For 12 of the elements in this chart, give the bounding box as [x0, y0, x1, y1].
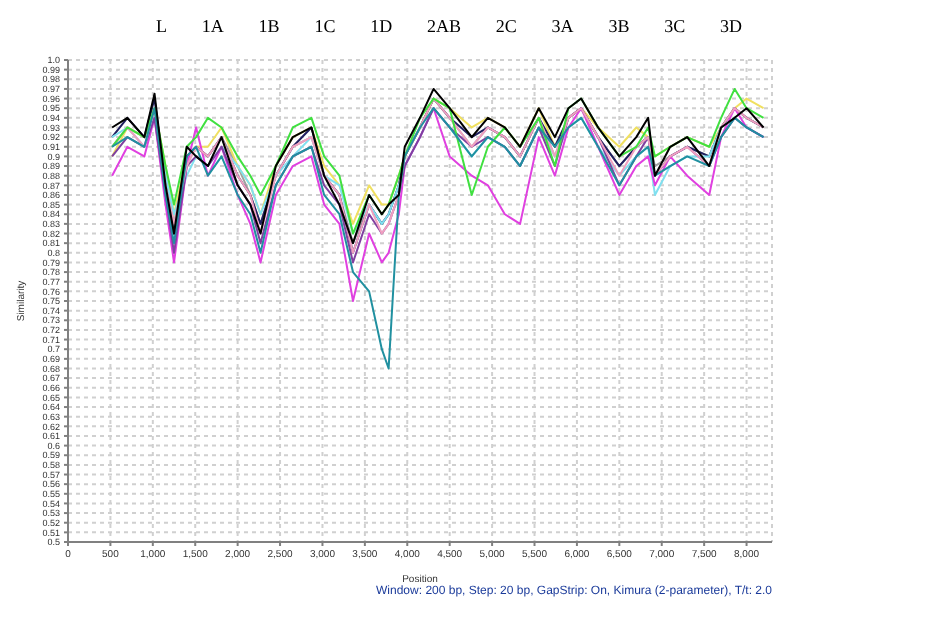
text: L: [156, 16, 167, 40]
text: 3C: [664, 16, 686, 40]
text: 3D: [720, 16, 742, 40]
text: 1D: [370, 16, 393, 40]
text: 3B: [608, 16, 630, 40]
text: 2C: [495, 16, 517, 40]
text: 1A: [201, 16, 224, 40]
text: 1C: [314, 16, 336, 40]
text: 3A: [551, 16, 574, 40]
text: 2AB: [426, 16, 461, 40]
line-series: [111, 107, 765, 370]
text: 1B: [258, 16, 280, 40]
